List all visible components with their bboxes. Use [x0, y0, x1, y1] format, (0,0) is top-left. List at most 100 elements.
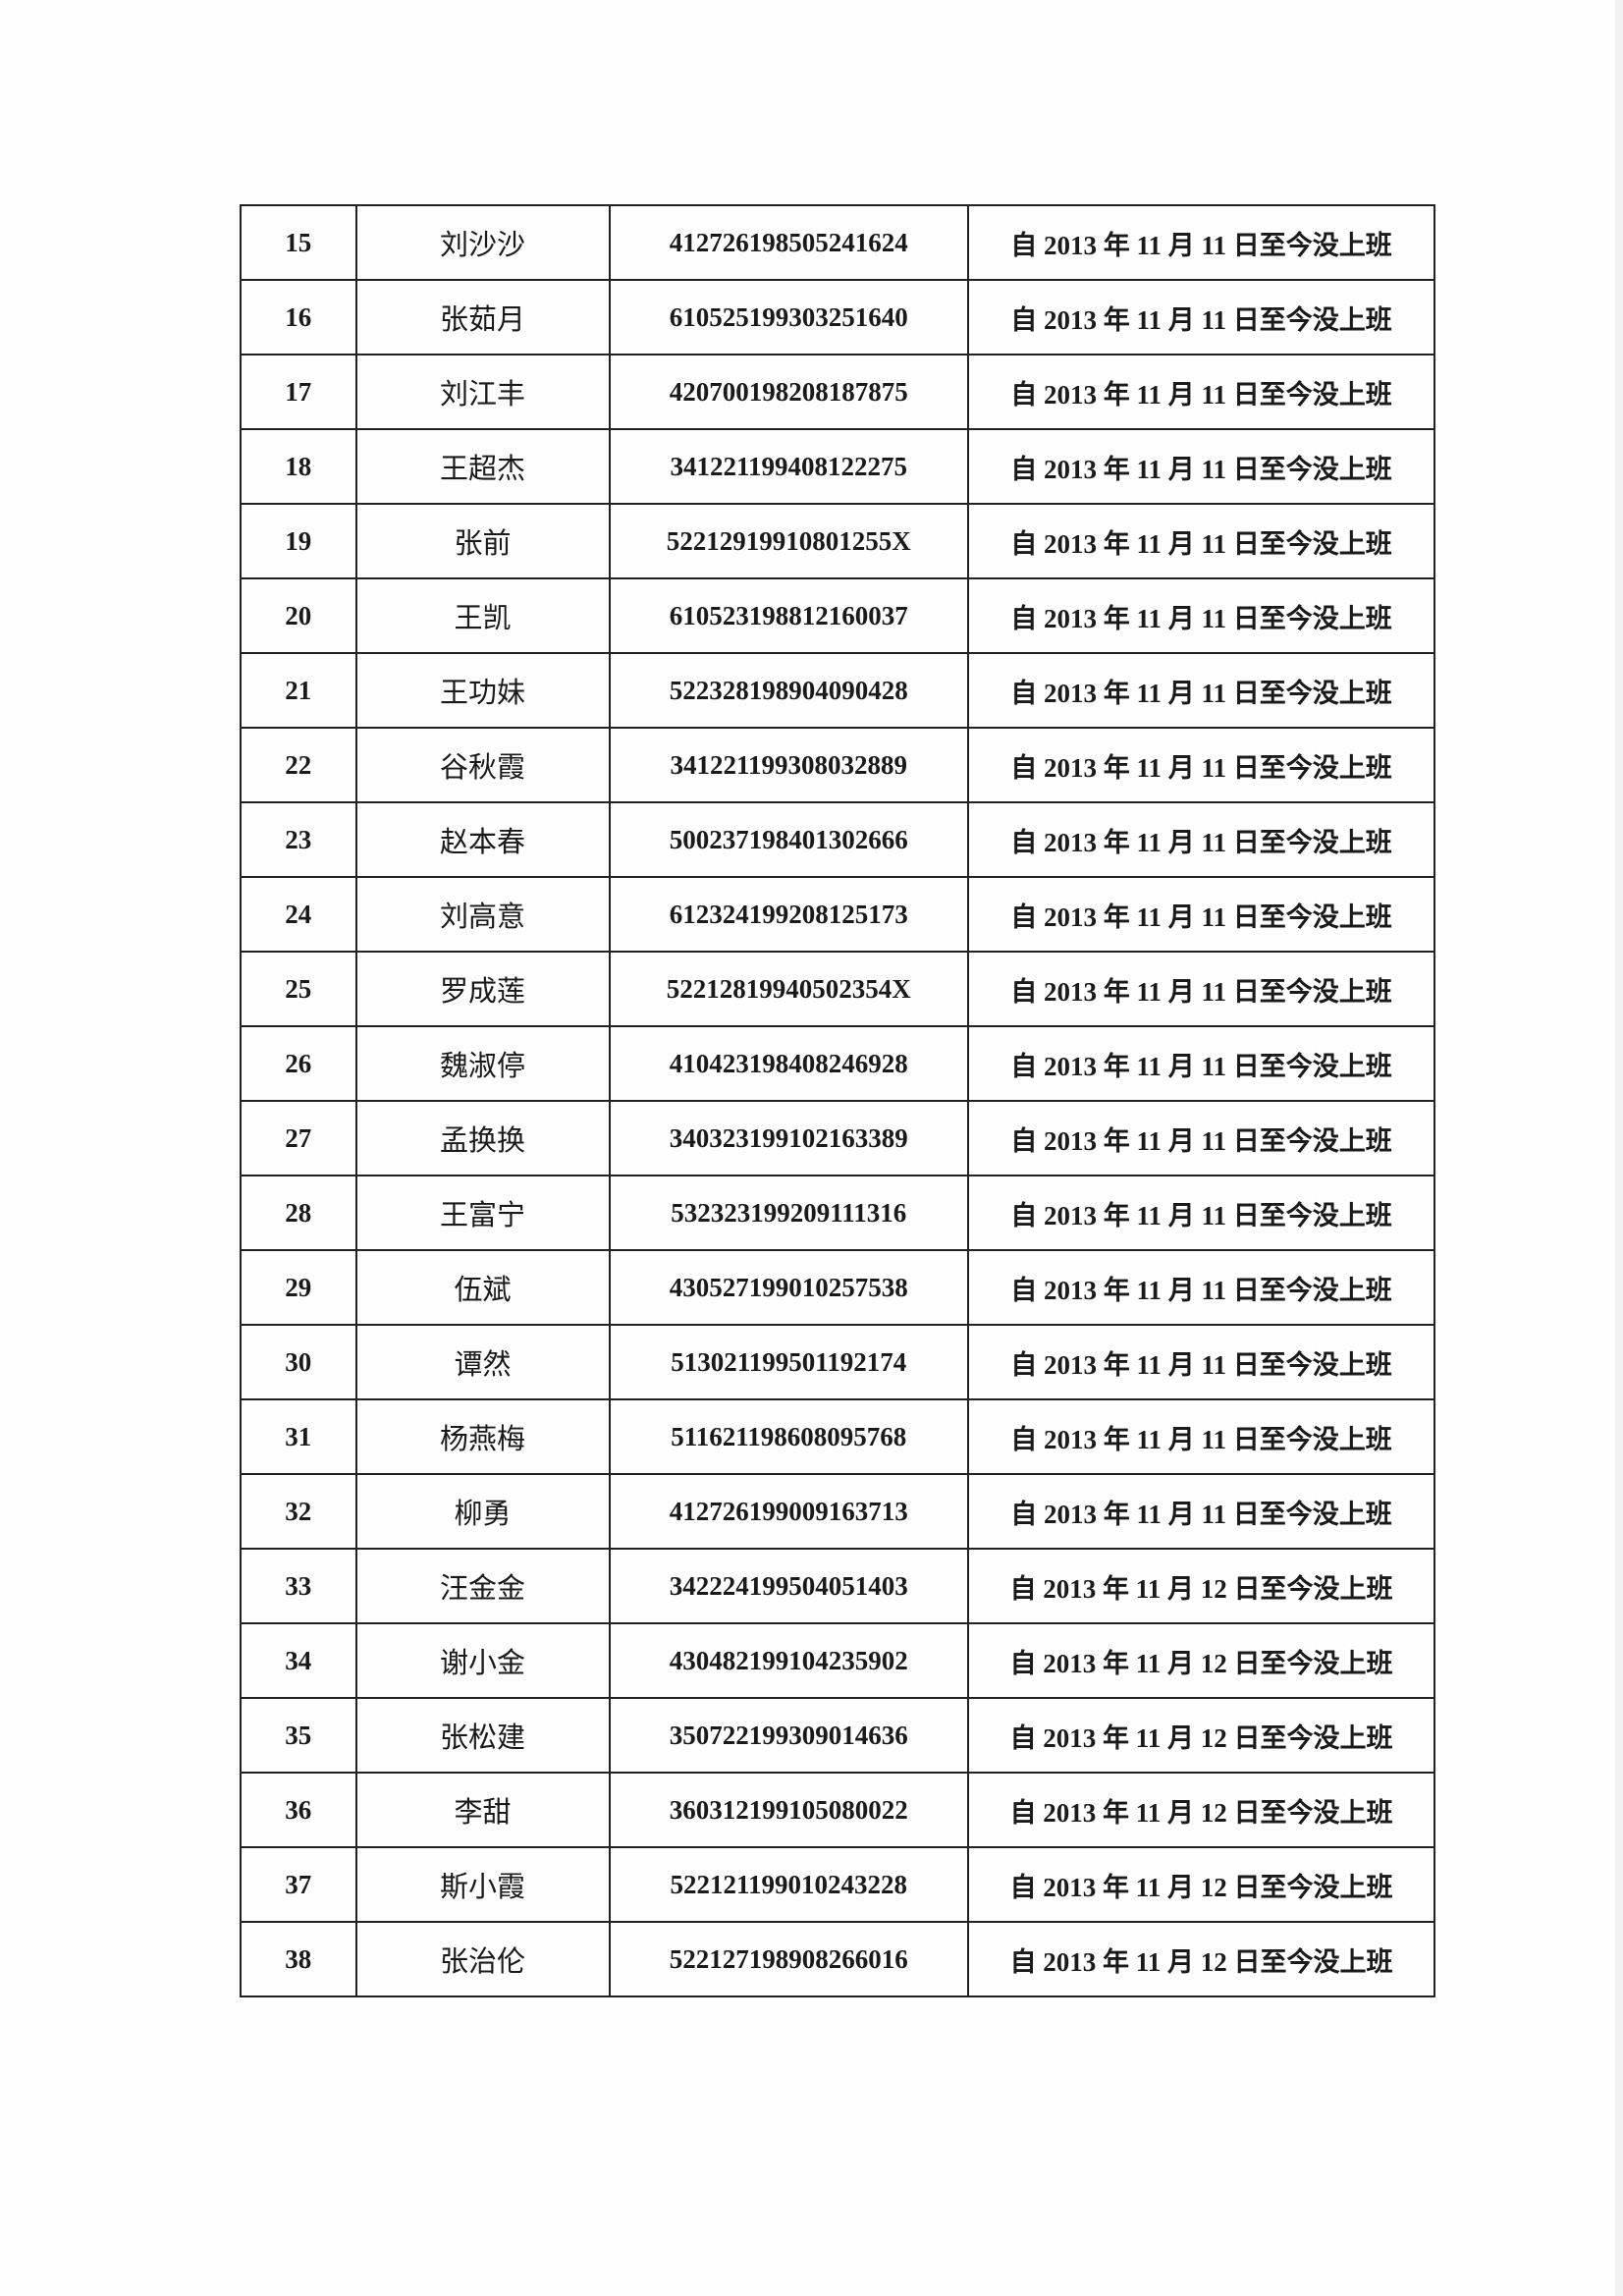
- table-row: 24 刘高意 612324199208125173 自 2013 年 11 月 11 …: [240, 876, 1436, 953]
- row-number-cell: 37: [240, 1846, 357, 1923]
- absence-status-cell: 自 2013 年 11 月 11 日至今没上班: [966, 1249, 1436, 1326]
- table-row: 36 李甜 360312199105080022 自 2013 年 11 月 12 日…: [240, 1772, 1436, 1848]
- table-row: 25 罗成莲 52212819940502354X 自 2013 年 11 月 11 …: [240, 951, 1436, 1027]
- table-row: 23 赵本春 500237198401302666 自 2013 年 11 月 11 …: [240, 801, 1436, 878]
- id-number-cell: 612324199208125173: [608, 876, 969, 953]
- employee-name-cell: 刘江丰: [354, 354, 611, 430]
- absence-status-cell: 自 2013 年 11 月 11 日至今没上班: [966, 1473, 1436, 1550]
- id-number-cell: 412726199009163713: [608, 1473, 969, 1550]
- absence-status-cell: 自 2013 年 11 月 11 日至今没上班: [966, 727, 1436, 803]
- table-row: 30 谭然 513021199501192174 自 2013 年 11 月 11 日…: [240, 1324, 1436, 1400]
- id-number-cell: 342224199504051403: [608, 1548, 969, 1624]
- row-number-cell: 23: [240, 801, 357, 878]
- row-number-cell: 34: [240, 1622, 357, 1699]
- row-number-cell: 27: [240, 1100, 357, 1176]
- table-row: 37 斯小霞 522121199010243228 自 2013 年 11 月 12 …: [240, 1846, 1436, 1923]
- employee-name-cell: 张松建: [354, 1697, 611, 1774]
- employee-name-cell: 汪金金: [354, 1548, 611, 1624]
- id-number-cell: 522121199010243228: [608, 1846, 969, 1923]
- employee-name-cell: 王超杰: [354, 428, 611, 505]
- table-row: 28 王富宁 532323199209111316 自 2013 年 11 月 11 …: [240, 1175, 1436, 1251]
- id-number-cell: 513021199501192174: [608, 1324, 969, 1400]
- id-number-cell: 412726198505241624: [608, 204, 969, 281]
- absence-status-cell: 自 2013 年 11 月 11 日至今没上班: [966, 354, 1436, 430]
- employee-name-cell: 王富宁: [354, 1175, 611, 1251]
- table-row: 29 伍斌 430527199010257538 自 2013 年 11 月 11 日…: [240, 1249, 1436, 1326]
- id-number-cell: 341221199408122275: [608, 428, 969, 505]
- id-number-cell: 610523198812160037: [608, 577, 969, 654]
- table-row: 31 杨燕梅 511621198608095768 自 2013 年 11 月 11 …: [240, 1398, 1436, 1475]
- row-number-cell: 21: [240, 652, 357, 729]
- table-row: 26 魏淑停 410423198408246928 自 2013 年 11 月 11 …: [240, 1025, 1436, 1102]
- row-number-cell: 15: [240, 204, 357, 281]
- table-row: 22 谷秋霞 341221199308032889 自 2013 年 11 月 11 …: [240, 727, 1436, 803]
- employee-name-cell: 张治伦: [354, 1921, 611, 1997]
- absence-status-cell: 自 2013 年 11 月 11 日至今没上班: [966, 279, 1436, 355]
- employee-name-cell: 刘高意: [354, 876, 611, 953]
- absence-status-cell: 自 2013 年 11 月 11 日至今没上班: [966, 1175, 1436, 1251]
- employee-name-cell: 赵本春: [354, 801, 611, 878]
- absence-status-cell: 自 2013 年 11 月 12 日至今没上班: [966, 1846, 1436, 1923]
- employee-name-cell: 张前: [354, 503, 611, 579]
- employee-name-cell: 伍斌: [354, 1249, 611, 1326]
- table-body: 15 刘沙沙 412726198505241624 自 2013 年 11 月 11 …: [240, 204, 1436, 1997]
- row-number-cell: 32: [240, 1473, 357, 1550]
- id-number-cell: 340323199102163389: [608, 1100, 969, 1176]
- absence-status-cell: 自 2013 年 11 月 12 日至今没上班: [966, 1697, 1436, 1774]
- row-number-cell: 16: [240, 279, 357, 355]
- absence-status-cell: 自 2013 年 11 月 11 日至今没上班: [966, 801, 1436, 878]
- absence-status-cell: 自 2013 年 11 月 11 日至今没上班: [966, 503, 1436, 579]
- employee-name-cell: 孟换换: [354, 1100, 611, 1176]
- id-number-cell: 511621198608095768: [608, 1398, 969, 1475]
- table-row: 33 汪金金 342224199504051403 自 2013 年 11 月 12 …: [240, 1548, 1436, 1624]
- absence-status-cell: 自 2013 年 11 月 12 日至今没上班: [966, 1772, 1436, 1848]
- row-number-cell: 20: [240, 577, 357, 654]
- table-row: 17 刘江丰 420700198208187875 自 2013 年 11 月 11 …: [240, 354, 1436, 430]
- row-number-cell: 36: [240, 1772, 357, 1848]
- table-row: 19 张前 52212919910801255X 自 2013 年 11 月 11 日…: [240, 503, 1436, 579]
- id-number-cell: 500237198401302666: [608, 801, 969, 878]
- id-number-cell: 532323199209111316: [608, 1175, 969, 1251]
- row-number-cell: 24: [240, 876, 357, 953]
- id-number-cell: 522328198904090428: [608, 652, 969, 729]
- id-number-cell: 420700198208187875: [608, 354, 969, 430]
- row-number-cell: 26: [240, 1025, 357, 1102]
- table-row: 15 刘沙沙 412726198505241624 自 2013 年 11 月 11 …: [240, 204, 1436, 281]
- absence-status-cell: 自 2013 年 11 月 11 日至今没上班: [966, 577, 1436, 654]
- absence-status-cell: 自 2013 年 11 月 11 日至今没上班: [966, 1100, 1436, 1176]
- row-number-cell: 17: [240, 354, 357, 430]
- absence-status-cell: 自 2013 年 11 月 11 日至今没上班: [966, 1398, 1436, 1475]
- table-row: 27 孟换换 340323199102163389 自 2013 年 11 月 11 …: [240, 1100, 1436, 1176]
- absence-status-cell: 自 2013 年 11 月 12 日至今没上班: [966, 1622, 1436, 1699]
- id-number-cell: 350722199309014636: [608, 1697, 969, 1774]
- employee-absence-table: 15 刘沙沙 412726198505241624 自 2013 年 11 月 11 …: [240, 204, 1436, 1997]
- employee-name-cell: 谢小金: [354, 1622, 611, 1699]
- employee-name-cell: 王功妹: [354, 652, 611, 729]
- id-number-cell: 410423198408246928: [608, 1025, 969, 1102]
- row-number-cell: 19: [240, 503, 357, 579]
- absence-status-cell: 自 2013 年 11 月 11 日至今没上班: [966, 876, 1436, 953]
- id-number-cell: 610525199303251640: [608, 279, 969, 355]
- row-number-cell: 35: [240, 1697, 357, 1774]
- table-row: 34 谢小金 430482199104235902 自 2013 年 11 月 12 …: [240, 1622, 1436, 1699]
- table-row: 20 王凯 610523198812160037 自 2013 年 11 月 11 日…: [240, 577, 1436, 654]
- row-number-cell: 28: [240, 1175, 357, 1251]
- row-number-cell: 25: [240, 951, 357, 1027]
- employee-name-cell: 李甜: [354, 1772, 611, 1848]
- employee-name-cell: 柳勇: [354, 1473, 611, 1550]
- row-number-cell: 18: [240, 428, 357, 505]
- absence-status-cell: 自 2013 年 11 月 11 日至今没上班: [966, 951, 1436, 1027]
- row-number-cell: 31: [240, 1398, 357, 1475]
- employee-name-cell: 杨燕梅: [354, 1398, 611, 1475]
- row-number-cell: 29: [240, 1249, 357, 1326]
- employee-name-cell: 谷秋霞: [354, 727, 611, 803]
- table-row: 35 张松建 350722199309014636 自 2013 年 11 月 12 …: [240, 1697, 1436, 1774]
- row-number-cell: 22: [240, 727, 357, 803]
- employee-name-cell: 斯小霞: [354, 1846, 611, 1923]
- table-row: 21 王功妹 522328198904090428 自 2013 年 11 月 11 …: [240, 652, 1436, 729]
- employee-name-cell: 罗成莲: [354, 951, 611, 1027]
- employee-name-cell: 魏淑停: [354, 1025, 611, 1102]
- table-row: 18 王超杰 341221199408122275 自 2013 年 11 月 11 …: [240, 428, 1436, 505]
- id-number-cell: 341221199308032889: [608, 727, 969, 803]
